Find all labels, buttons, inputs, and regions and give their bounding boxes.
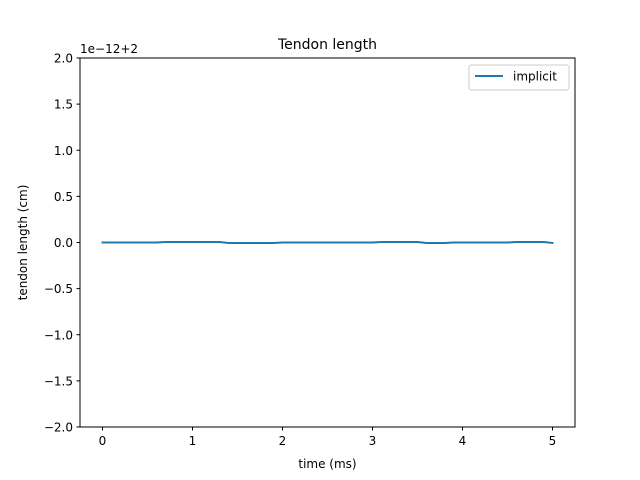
x-axis-label: time (ms) xyxy=(298,457,356,471)
y-axis: −2.0 −1.5 −1.0 −0.5 0.0 0.5 1.0 1.5 2.0 xyxy=(44,52,80,435)
y-axis-label: tendon length (cm) xyxy=(16,185,30,301)
series-line-implicit xyxy=(101,241,554,245)
x-axis: 0 1 2 3 4 5 xyxy=(99,427,557,448)
axis-offset-label: 1e−12+2 xyxy=(80,42,138,56)
x-tick-label: 4 xyxy=(459,434,467,448)
y-tick-label: 1.0 xyxy=(54,144,73,158)
y-tick-label: −0.5 xyxy=(44,282,73,296)
y-tick-label: −1.0 xyxy=(44,328,73,342)
y-tick-label: −2.0 xyxy=(44,421,73,435)
y-tick-label: 1.5 xyxy=(54,98,73,112)
x-tick-label: 0 xyxy=(99,434,107,448)
x-tick-label: 2 xyxy=(279,434,287,448)
series-layer xyxy=(101,241,554,245)
legend-label: implicit xyxy=(513,70,557,84)
chart-title: Tendon length xyxy=(277,37,377,53)
x-tick-label: 5 xyxy=(549,434,557,448)
y-tick-label: −1.5 xyxy=(44,374,73,388)
legend: implicit xyxy=(468,64,570,91)
y-tick-label: 2.0 xyxy=(54,52,73,66)
y-tick-label: 0.5 xyxy=(54,190,73,204)
x-tick-label: 1 xyxy=(189,434,197,448)
legend-box xyxy=(468,64,570,91)
x-tick-label: 3 xyxy=(369,434,377,448)
y-tick-label: 0.0 xyxy=(54,236,73,250)
